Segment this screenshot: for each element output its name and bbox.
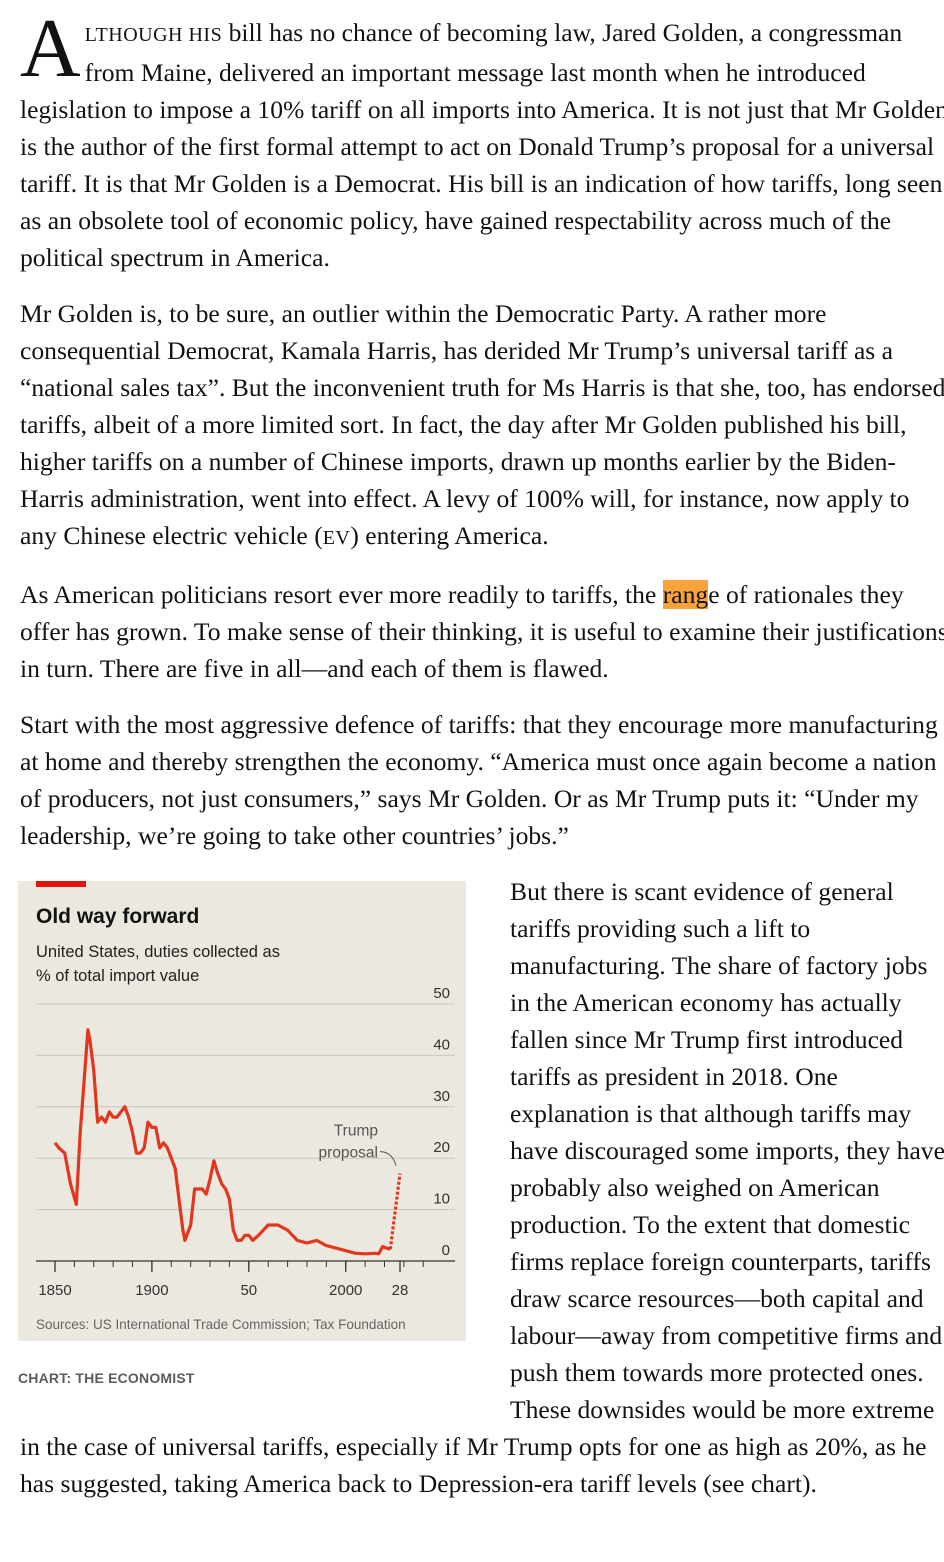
x-tick-label: 1900 bbox=[135, 1282, 168, 1299]
smallcaps: EV bbox=[322, 527, 351, 549]
y-tick-label: 20 bbox=[433, 1139, 450, 1156]
dropcap: A bbox=[20, 2, 81, 95]
text: But there is scant evidence of general t… bbox=[20, 877, 944, 1498]
article: A LTHOUGH HIS bill has no chance of becom… bbox=[18, 2, 944, 1502]
proposal-line bbox=[388, 1173, 402, 1250]
annotation-label: proposal bbox=[319, 1145, 378, 1162]
text: bill has no chance of becoming law, Jare… bbox=[20, 18, 944, 272]
text: Mr Golden is, to be sure, an outlier wit… bbox=[20, 299, 944, 550]
data-line bbox=[53, 1028, 391, 1256]
chart-title: Old way forward bbox=[36, 905, 199, 928]
y-tick-label: 50 bbox=[433, 985, 450, 1002]
paragraph: A LTHOUGH HIS bill has no chance of becom… bbox=[20, 2, 944, 276]
y-tick-label: 30 bbox=[433, 1088, 450, 1105]
chart: Old way forward United States, duties col… bbox=[36, 881, 455, 1332]
y-tick-label: 10 bbox=[433, 1191, 450, 1208]
annotation-label: Trump bbox=[334, 1123, 378, 1140]
accent-bar bbox=[36, 881, 86, 887]
highlight: rang bbox=[662, 580, 709, 609]
figure: Old way forward United States, duties col… bbox=[18, 881, 466, 1403]
chart-subtitle: United States, duties collected as bbox=[36, 943, 280, 961]
smallcaps: LTHOUGH HIS bbox=[84, 24, 223, 46]
x-tick-label: 1850 bbox=[38, 1282, 71, 1299]
chart-panel: Old way forward United States, duties col… bbox=[18, 881, 466, 1341]
y-tick-label: 40 bbox=[433, 1036, 450, 1053]
y-tick-label: 0 bbox=[442, 1242, 450, 1259]
chart-subtitle: % of total import value bbox=[36, 967, 199, 985]
text: Start with the most aggressive defence o… bbox=[20, 710, 938, 850]
annotation-arrow bbox=[379, 1151, 397, 1166]
chart-source: Sources: US International Trade Commissi… bbox=[36, 1317, 406, 1332]
paragraph: Old way forward United States, duties col… bbox=[18, 873, 944, 1502]
paragraph: As American politicians resort ever more… bbox=[20, 576, 944, 687]
chart-credit: CHART: THE ECONOMIST bbox=[18, 1370, 195, 1386]
text: e of rationales they offer has grown. To… bbox=[20, 580, 944, 683]
x-tick-label: 28 bbox=[392, 1282, 409, 1299]
x-tick-label: 50 bbox=[240, 1282, 257, 1299]
x-tick-label: 2000 bbox=[329, 1282, 362, 1299]
paragraph: Mr Golden is, to be sure, an outlier wit… bbox=[20, 295, 944, 557]
text: As American politicians resort ever more… bbox=[20, 580, 663, 609]
paragraph: Start with the most aggressive defence o… bbox=[20, 706, 944, 854]
text: ) entering America. bbox=[350, 521, 549, 550]
